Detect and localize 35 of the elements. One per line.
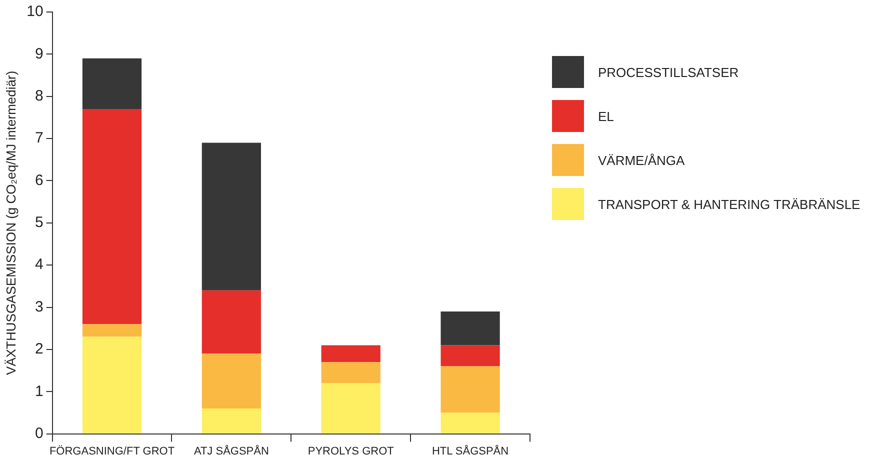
bar [202,354,261,408]
y-tick-label: 6 [34,172,44,189]
bar [82,109,142,324]
x-tick-label: ATJ SÅGSPÅN [194,444,269,458]
text: TRANSPORT & HANTERING TRÄBRÄNSLE [598,196,860,212]
y-tick-label: 0 [34,424,44,442]
bar [202,142,261,290]
y-tick-label: 3 [34,298,44,316]
y-tick-label: 1 [34,382,44,400]
y-axis-title: VÄXTHUSGASEMISSION (g CO₂eq/MJ intermediär) [3,70,18,375]
bar [440,366,500,413]
y-tick-label: 10 [26,3,44,20]
bar [321,345,380,362]
bar [321,383,380,434]
bar [202,290,261,354]
bar [440,311,500,346]
text: EL [598,108,614,124]
y-tick-label: 4 [34,256,44,274]
y-tick-label: 2 [34,340,44,358]
x-tick-label: PYROLYS GROT [308,445,394,458]
text: VÄRME/ÅNGA [598,152,685,168]
x-tick-label: HTL SÅGSPÅN [432,444,509,458]
y-tick-label: 9 [34,45,44,62]
bar [82,336,142,434]
bar [321,362,380,384]
bar [440,345,500,366]
bar [82,58,142,110]
y-tick-label: 7 [34,130,44,147]
bar [202,408,261,434]
x-tick-label: FÖRGASNING/FT GROT [49,444,175,458]
y-tick-label: 5 [34,214,44,232]
text: PROCESSTILLSATSER [598,64,739,80]
y-tick-label: 8 [34,88,44,104]
bar [82,324,142,337]
bar [440,412,500,434]
